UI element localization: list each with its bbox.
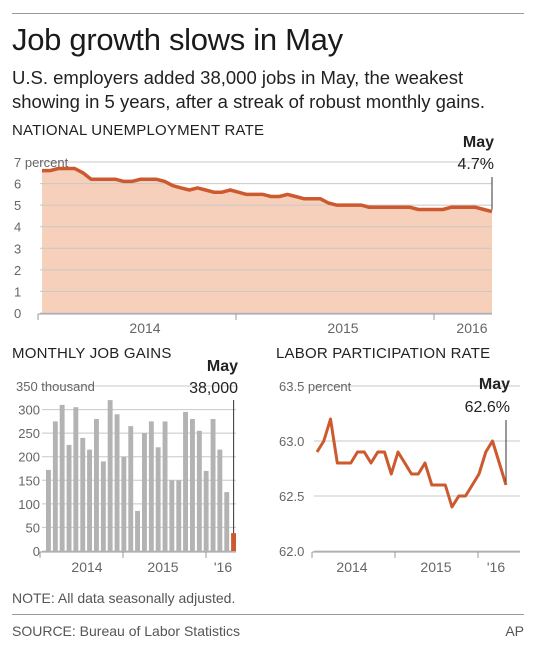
- callout-value: 62.6%: [465, 399, 510, 416]
- page-subtitle: U.S. employers added 38,000 jobs in May,…: [12, 67, 486, 112]
- bar: [80, 437, 86, 551]
- bar: [107, 400, 113, 551]
- participation-line: [315, 417, 508, 509]
- top-rule: [12, 13, 524, 14]
- bar: [169, 480, 175, 551]
- bar: [203, 470, 209, 551]
- note-rule: [12, 614, 524, 615]
- bar: [162, 421, 168, 551]
- y-tick-label: 0: [33, 544, 40, 559]
- bar: [128, 426, 134, 551]
- callout-label: May: [207, 358, 238, 375]
- bar: [46, 469, 51, 551]
- y-tick-label: 150: [18, 473, 40, 488]
- callout-label: May: [463, 134, 494, 151]
- source-credit: SOURCE: Bureau of Labor Statistics: [12, 623, 240, 639]
- y-tick-label: 350 thousand: [16, 379, 95, 394]
- bar: [94, 419, 99, 551]
- x-tick-label: 2015: [147, 559, 178, 575]
- callout-label: May: [479, 376, 510, 393]
- bar: [142, 433, 147, 551]
- x-tick-label: '16: [487, 559, 505, 575]
- bar: [148, 421, 154, 551]
- y-tick-label: 6: [14, 177, 21, 192]
- x-tick-label: '16: [214, 559, 232, 575]
- jobgains-chart-title: MONTHLY JOB GAINS: [12, 345, 172, 362]
- y-tick-label: 5: [14, 198, 21, 213]
- y-tick-label: 200: [18, 450, 40, 465]
- unemployment-area: [42, 168, 492, 313]
- footnote: NOTE: All data seasonally adjusted.: [12, 590, 236, 606]
- unemployment-chart-title: NATIONAL UNEMPLOYMENT RATE: [12, 122, 265, 139]
- y-tick-label: 4: [14, 220, 21, 235]
- y-tick-label: 300: [18, 403, 40, 418]
- y-tick-label: 100: [18, 497, 40, 512]
- y-tick-label: 7 percent: [14, 155, 69, 170]
- bar-highlight: [231, 533, 236, 551]
- ap-credit: AP: [505, 623, 524, 639]
- y-tick-label: 62.5: [279, 489, 304, 504]
- callout-value: 38,000: [189, 380, 238, 397]
- y-tick-label: 2: [14, 263, 21, 278]
- bar: [73, 407, 79, 551]
- bar: [59, 404, 65, 551]
- bar: [135, 510, 140, 551]
- y-tick-label: 0: [14, 306, 21, 321]
- bar: [100, 461, 106, 551]
- bar: [155, 447, 161, 551]
- bar: [121, 456, 127, 551]
- y-tick-label: 63.0: [279, 434, 304, 449]
- x-tick-label: 2014: [336, 559, 367, 575]
- x-tick-label: 2015: [420, 559, 451, 575]
- page-title: Job growth slows in May: [12, 22, 343, 57]
- bar: [196, 430, 202, 551]
- bar: [66, 444, 72, 551]
- callout-value: 4.7%: [458, 156, 494, 173]
- bar: [217, 449, 223, 551]
- x-tick-label: 2014: [129, 320, 160, 336]
- bar: [176, 480, 182, 551]
- unemployment-line: [42, 166, 493, 214]
- bar: [183, 411, 188, 551]
- y-tick-label: 50: [26, 520, 40, 535]
- bar: [52, 421, 58, 551]
- y-tick-label: 62.0: [279, 544, 304, 559]
- bar: [87, 449, 92, 551]
- participation-chart-title: LABOR PARTICIPATION RATE: [276, 345, 491, 362]
- x-tick-label: 2015: [327, 320, 358, 336]
- bar: [224, 492, 230, 551]
- y-tick-label: 1: [14, 284, 21, 299]
- bar: [114, 414, 120, 551]
- bar: [190, 419, 195, 551]
- y-tick-label: 3: [14, 241, 21, 256]
- x-tick-label: 2014: [71, 559, 102, 575]
- bar: [210, 419, 216, 551]
- y-tick-label: 250: [18, 426, 40, 441]
- y-tick-label: 63.5 percent: [279, 379, 352, 394]
- x-tick-label: 2016: [456, 320, 487, 336]
